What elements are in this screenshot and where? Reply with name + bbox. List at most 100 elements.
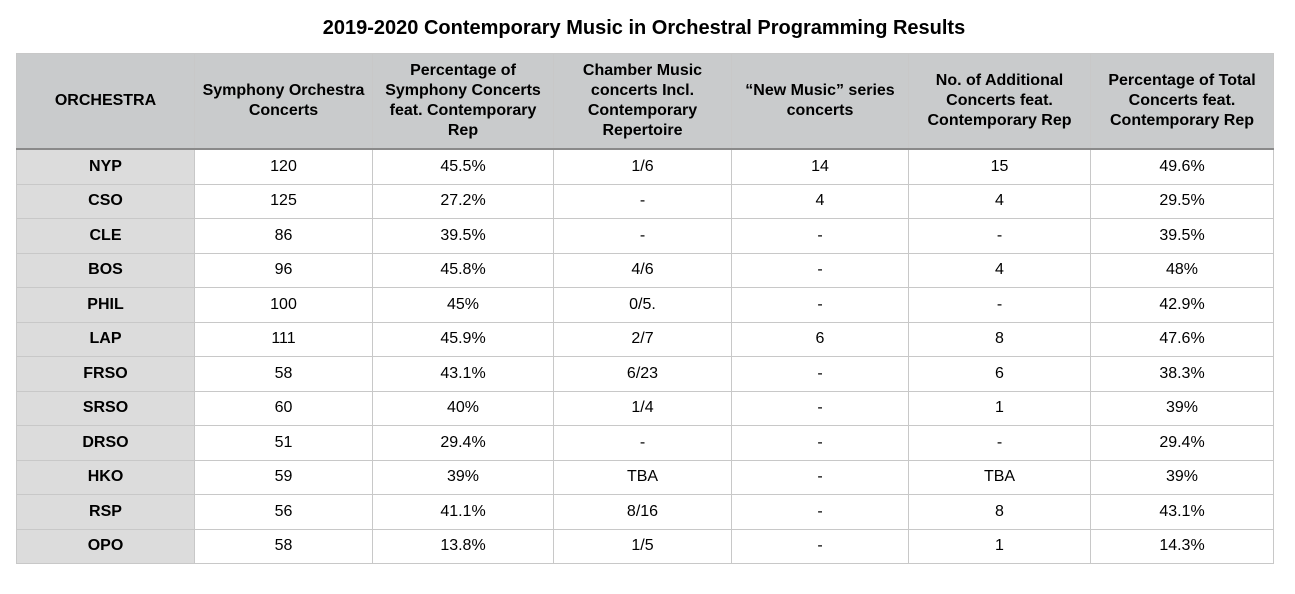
column-header: “New Music” series concerts: [731, 53, 909, 150]
table-cell: 39%: [372, 459, 554, 495]
table-cell: 58: [194, 528, 373, 564]
table-cell: 56: [194, 494, 373, 530]
table-cell: 39%: [1090, 390, 1274, 426]
orchestra-cell: RSP: [16, 494, 195, 530]
table-cell: 59: [194, 459, 373, 495]
table-cell: 96: [194, 252, 373, 288]
column-header: Symphony Orchestra Concerts: [194, 53, 373, 150]
table-cell: -: [731, 425, 909, 461]
table-cell: 1: [908, 528, 1091, 564]
table-row: BOS 96 45.8% 4/6-4 48%: [16, 252, 1274, 288]
table-cell: 48%: [1090, 252, 1274, 288]
table-body: NYP 120 45.5% 1/6 14 15 49.6% CSO 125 27.2% -4 4 29.…: [16, 148, 1274, 564]
table-row: LAP 111 45.9% 2/7 6 8 47.6%: [16, 321, 1274, 357]
table-cell: 15: [908, 148, 1091, 185]
column-header: Percentage of Symphony Concerts feat. Co…: [372, 53, 554, 150]
table-cell: 4: [731, 183, 909, 219]
table-cell: 43.1%: [372, 356, 554, 392]
table-cell: 111: [194, 321, 373, 357]
table-cell: 13.8%: [372, 528, 554, 564]
table-cell: TBA: [908, 459, 1091, 495]
table-cell: 39%: [1090, 459, 1274, 495]
table-cell: 6: [731, 321, 909, 357]
table-cell: -: [553, 218, 732, 254]
table-cell: 40%: [372, 390, 554, 426]
table-cell: 1/4: [553, 390, 732, 426]
table-cell: 0/5.: [553, 287, 732, 323]
table-cell: TBA: [553, 459, 732, 495]
table-cell: 125: [194, 183, 373, 219]
table-cell: 1: [908, 390, 1091, 426]
orchestra-cell: FRSO: [16, 356, 195, 392]
table-cell: -: [731, 494, 909, 530]
table-cell: 120: [194, 148, 373, 185]
orchestra-cell: LAP: [16, 321, 195, 357]
table-cell: -: [908, 218, 1091, 254]
table-cell: -: [553, 183, 732, 219]
orchestra-cell: HKO: [16, 459, 195, 495]
table-row: CSO 125 27.2% -4 4 29.5%: [16, 183, 1274, 219]
table-cell: 4/6: [553, 252, 732, 288]
table-row: PHIL 100 45% 0/5. - -42.9%: [16, 287, 1274, 323]
column-header: ORCHESTRA: [16, 53, 195, 150]
table-cell: 4: [908, 252, 1091, 288]
orchestra-cell: BOS: [16, 252, 195, 288]
table-cell: 29.5%: [1090, 183, 1274, 219]
table-cell: 41.1%: [372, 494, 554, 530]
table-cell: 39.5%: [1090, 218, 1274, 254]
table-cell: 45.9%: [372, 321, 554, 357]
table-cell: 1/6: [553, 148, 732, 185]
header-row: ORCHESTRA Symphony Orchestra Concerts Pe…: [16, 53, 1274, 150]
table-cell: 86: [194, 218, 373, 254]
table-cell: 27.2%: [372, 183, 554, 219]
table-cell: 43.1%: [1090, 494, 1274, 530]
table-cell: 8: [908, 321, 1091, 357]
table-cell: 8: [908, 494, 1091, 530]
table-cell: 42.9%: [1090, 287, 1274, 323]
table-row: FRSO 58 43.1% 6/23-6 38.3%: [16, 356, 1274, 392]
table-row: CLE 86 39.5% - - -39.5%: [16, 218, 1274, 254]
table-cell: 14.3%: [1090, 528, 1274, 564]
table-cell: -: [731, 356, 909, 392]
table-cell: 29.4%: [372, 425, 554, 461]
table-cell: 45.8%: [372, 252, 554, 288]
column-header: No. of Additional Concerts feat. Contemp…: [908, 53, 1091, 150]
table-cell: 1/5: [553, 528, 732, 564]
table-cell: 51: [194, 425, 373, 461]
column-header: Chamber Music concerts Incl. Contemporar…: [553, 53, 732, 150]
table-cell: 6: [908, 356, 1091, 392]
table-cell: -: [908, 287, 1091, 323]
table-cell: 4: [908, 183, 1091, 219]
orchestra-cell: NYP: [16, 148, 195, 185]
table-cell: -: [731, 390, 909, 426]
table-cell: -: [908, 425, 1091, 461]
table-cell: 45.5%: [372, 148, 554, 185]
table-cell: 6/23: [553, 356, 732, 392]
table-row: NYP 120 45.5% 1/6 14 15 49.6%: [16, 148, 1274, 185]
table-cell: 49.6%: [1090, 148, 1274, 185]
table-cell: 14: [731, 148, 909, 185]
table-cell: 45%: [372, 287, 554, 323]
table-row: OPO 58 13.8% 1/5-1 14.3%: [16, 528, 1274, 564]
table-cell: 8/16: [553, 494, 732, 530]
table-cell: 39.5%: [372, 218, 554, 254]
table-cell: -: [731, 528, 909, 564]
orchestra-cell: SRSO: [16, 390, 195, 426]
column-header: Percentage of Total Concerts feat. Conte…: [1090, 53, 1274, 150]
table-cell: 47.6%: [1090, 321, 1274, 357]
orchestra-cell: PHIL: [16, 287, 195, 323]
table-row: SRSO 60 40% 1/4-1 39%: [16, 390, 1274, 426]
table-row: HKO 59 39% TBA - TBA 39%: [16, 459, 1274, 495]
orchestra-cell: CSO: [16, 183, 195, 219]
table-cell: 29.4%: [1090, 425, 1274, 461]
table-cell: -: [553, 425, 732, 461]
table-cell: -: [731, 459, 909, 495]
orchestra-cell: CLE: [16, 218, 195, 254]
table-cell: -: [731, 218, 909, 254]
table-cell: -: [731, 252, 909, 288]
table-cell: 100: [194, 287, 373, 323]
table-cell: 58: [194, 356, 373, 392]
orchestra-cell: OPO: [16, 528, 195, 564]
table-title: 2019-2020 Contemporary Music in Orchestr…: [322, 17, 966, 39]
table-row: DRSO 51 29.4% - - -29.4%: [16, 425, 1274, 461]
